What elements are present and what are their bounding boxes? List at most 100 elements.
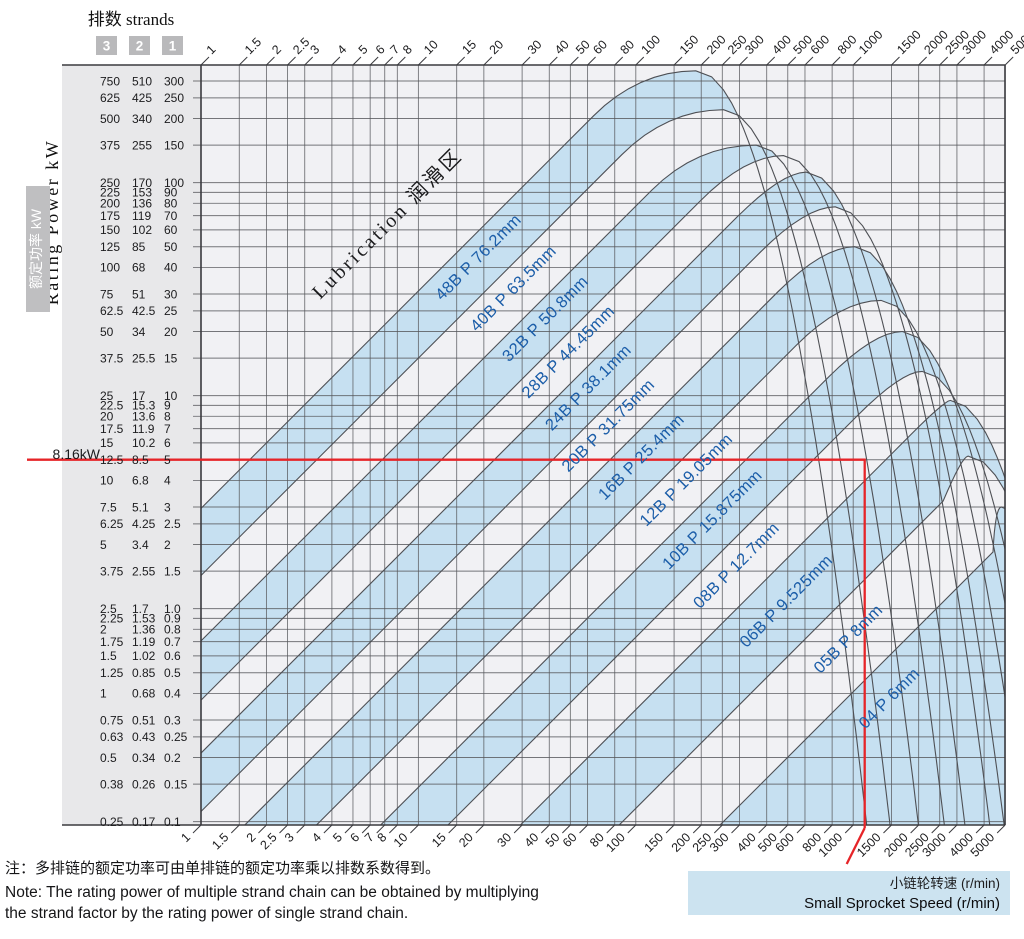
power-value: 340 <box>132 112 152 126</box>
power-value: 3.4 <box>132 538 149 552</box>
power-value: 1.5 <box>164 564 181 578</box>
power-value: 62.5 <box>100 304 124 318</box>
power-value: 1.75 <box>100 635 124 649</box>
power-value: 5.1 <box>132 500 149 514</box>
x-axis-title-en: Small Sprocket Speed (r/min) <box>804 895 1000 912</box>
power-value: 60 <box>164 223 178 237</box>
power-value: 1.02 <box>132 649 156 663</box>
power-value: 0.34 <box>132 751 156 765</box>
power-value: 150 <box>100 223 120 237</box>
power-value: 4.25 <box>132 517 156 531</box>
strand-box-label-2: 2 <box>136 39 144 54</box>
power-value: 6.8 <box>132 474 149 488</box>
power-value: 750 <box>100 74 120 88</box>
power-value: 200 <box>164 112 184 126</box>
power-value: 102 <box>132 223 152 237</box>
footnote-en-2: the strand factor by the rating power of… <box>5 905 408 922</box>
power-value: 0.6 <box>164 649 181 663</box>
power-value: 12.5 <box>100 453 124 467</box>
power-value: 0.15 <box>164 777 188 791</box>
power-value: 0.4 <box>164 687 181 701</box>
x-axis-title-cn: 小链轮转速 (r/min) <box>890 876 1000 891</box>
power-value: 34 <box>132 325 146 339</box>
power-value: 15 <box>100 436 114 450</box>
power-value: 42.5 <box>132 304 156 318</box>
power-value: 2.55 <box>132 564 156 578</box>
power-value: 10 <box>100 474 114 488</box>
power-value: 8.5 <box>132 453 149 467</box>
power-value: 3.75 <box>100 564 124 578</box>
power-value: 2 <box>164 538 171 552</box>
power-value: 0.5 <box>100 751 117 765</box>
power-value: 500 <box>100 112 120 126</box>
power-value: 0.2 <box>164 751 181 765</box>
power-value: 5 <box>164 453 171 467</box>
power-value: 510 <box>132 74 152 88</box>
power-value: 0.3 <box>164 713 181 727</box>
red-line-power-label: 8.16kW <box>53 446 101 462</box>
power-value: 25.5 <box>132 351 156 365</box>
power-value: 0.51 <box>132 713 156 727</box>
power-value: 25 <box>164 304 178 318</box>
power-value: 0.17 <box>132 815 156 829</box>
power-value: 0.75 <box>100 713 124 727</box>
power-value: 37.5 <box>100 351 124 365</box>
power-value: 0.63 <box>100 730 124 744</box>
power-value: 70 <box>164 209 178 223</box>
power-value: 1 <box>100 687 107 701</box>
power-value: 50 <box>164 240 178 254</box>
power-value: 1.5 <box>100 649 117 663</box>
power-value: 0.26 <box>132 777 156 791</box>
power-value: 17.5 <box>100 422 124 436</box>
power-value: 375 <box>100 138 120 152</box>
power-value: 7.5 <box>100 500 117 514</box>
power-value: 250 <box>164 91 184 105</box>
power-value: 100 <box>100 261 120 275</box>
power-value: 85 <box>132 240 146 254</box>
power-value: 20 <box>164 325 178 339</box>
power-value: 6 <box>164 436 171 450</box>
strand-box-label-3: 3 <box>103 39 111 54</box>
power-value: 150 <box>164 138 184 152</box>
y-axis-title-cn: 额定功率 kW <box>28 208 44 289</box>
power-value: 0.85 <box>132 666 156 680</box>
power-value: 425 <box>132 91 152 105</box>
power-value: 0.25 <box>100 815 124 829</box>
power-value: 1.25 <box>100 666 124 680</box>
power-value: 75 <box>100 287 114 301</box>
power-value: 11.9 <box>132 422 155 436</box>
strands-title: 排数 strands <box>88 10 174 29</box>
power-value: 68 <box>132 261 146 275</box>
strand-header-boxes: 3 2 1 <box>96 36 183 55</box>
power-value: 300 <box>164 74 184 88</box>
power-value: 6.25 <box>100 517 124 531</box>
power-value: 0.1 <box>164 815 181 829</box>
power-value: 625 <box>100 91 120 105</box>
power-value: 2.5 <box>164 517 181 531</box>
power-value: 30 <box>164 287 178 301</box>
footnote-en-1: Note: The rating power of multiple stran… <box>5 884 539 901</box>
power-value: 51 <box>132 287 146 301</box>
power-value: 4 <box>164 474 171 488</box>
power-value: 0.68 <box>132 687 156 701</box>
power-value: 50 <box>100 325 114 339</box>
power-value: 175 <box>100 209 120 223</box>
power-value: 10.2 <box>132 436 156 450</box>
power-value: 5 <box>100 538 107 552</box>
power-value: 15 <box>164 351 178 365</box>
power-value: 7 <box>164 422 171 436</box>
strand-box-label-1: 1 <box>169 39 177 54</box>
power-value: 255 <box>132 138 152 152</box>
power-value: 1.19 <box>132 635 156 649</box>
footnote-cn: 注：多排链的额定功率可由单排链的额定功率乘以排数系数得到。 <box>5 860 440 877</box>
power-value: 40 <box>164 261 178 275</box>
power-value: 3 <box>164 500 171 514</box>
power-value: 0.38 <box>100 777 124 791</box>
power-value: 0.5 <box>164 666 181 680</box>
power-value: 0.25 <box>164 730 188 744</box>
power-value: 0.43 <box>132 730 156 744</box>
power-value: 125 <box>100 240 120 254</box>
power-value: 119 <box>132 209 151 223</box>
